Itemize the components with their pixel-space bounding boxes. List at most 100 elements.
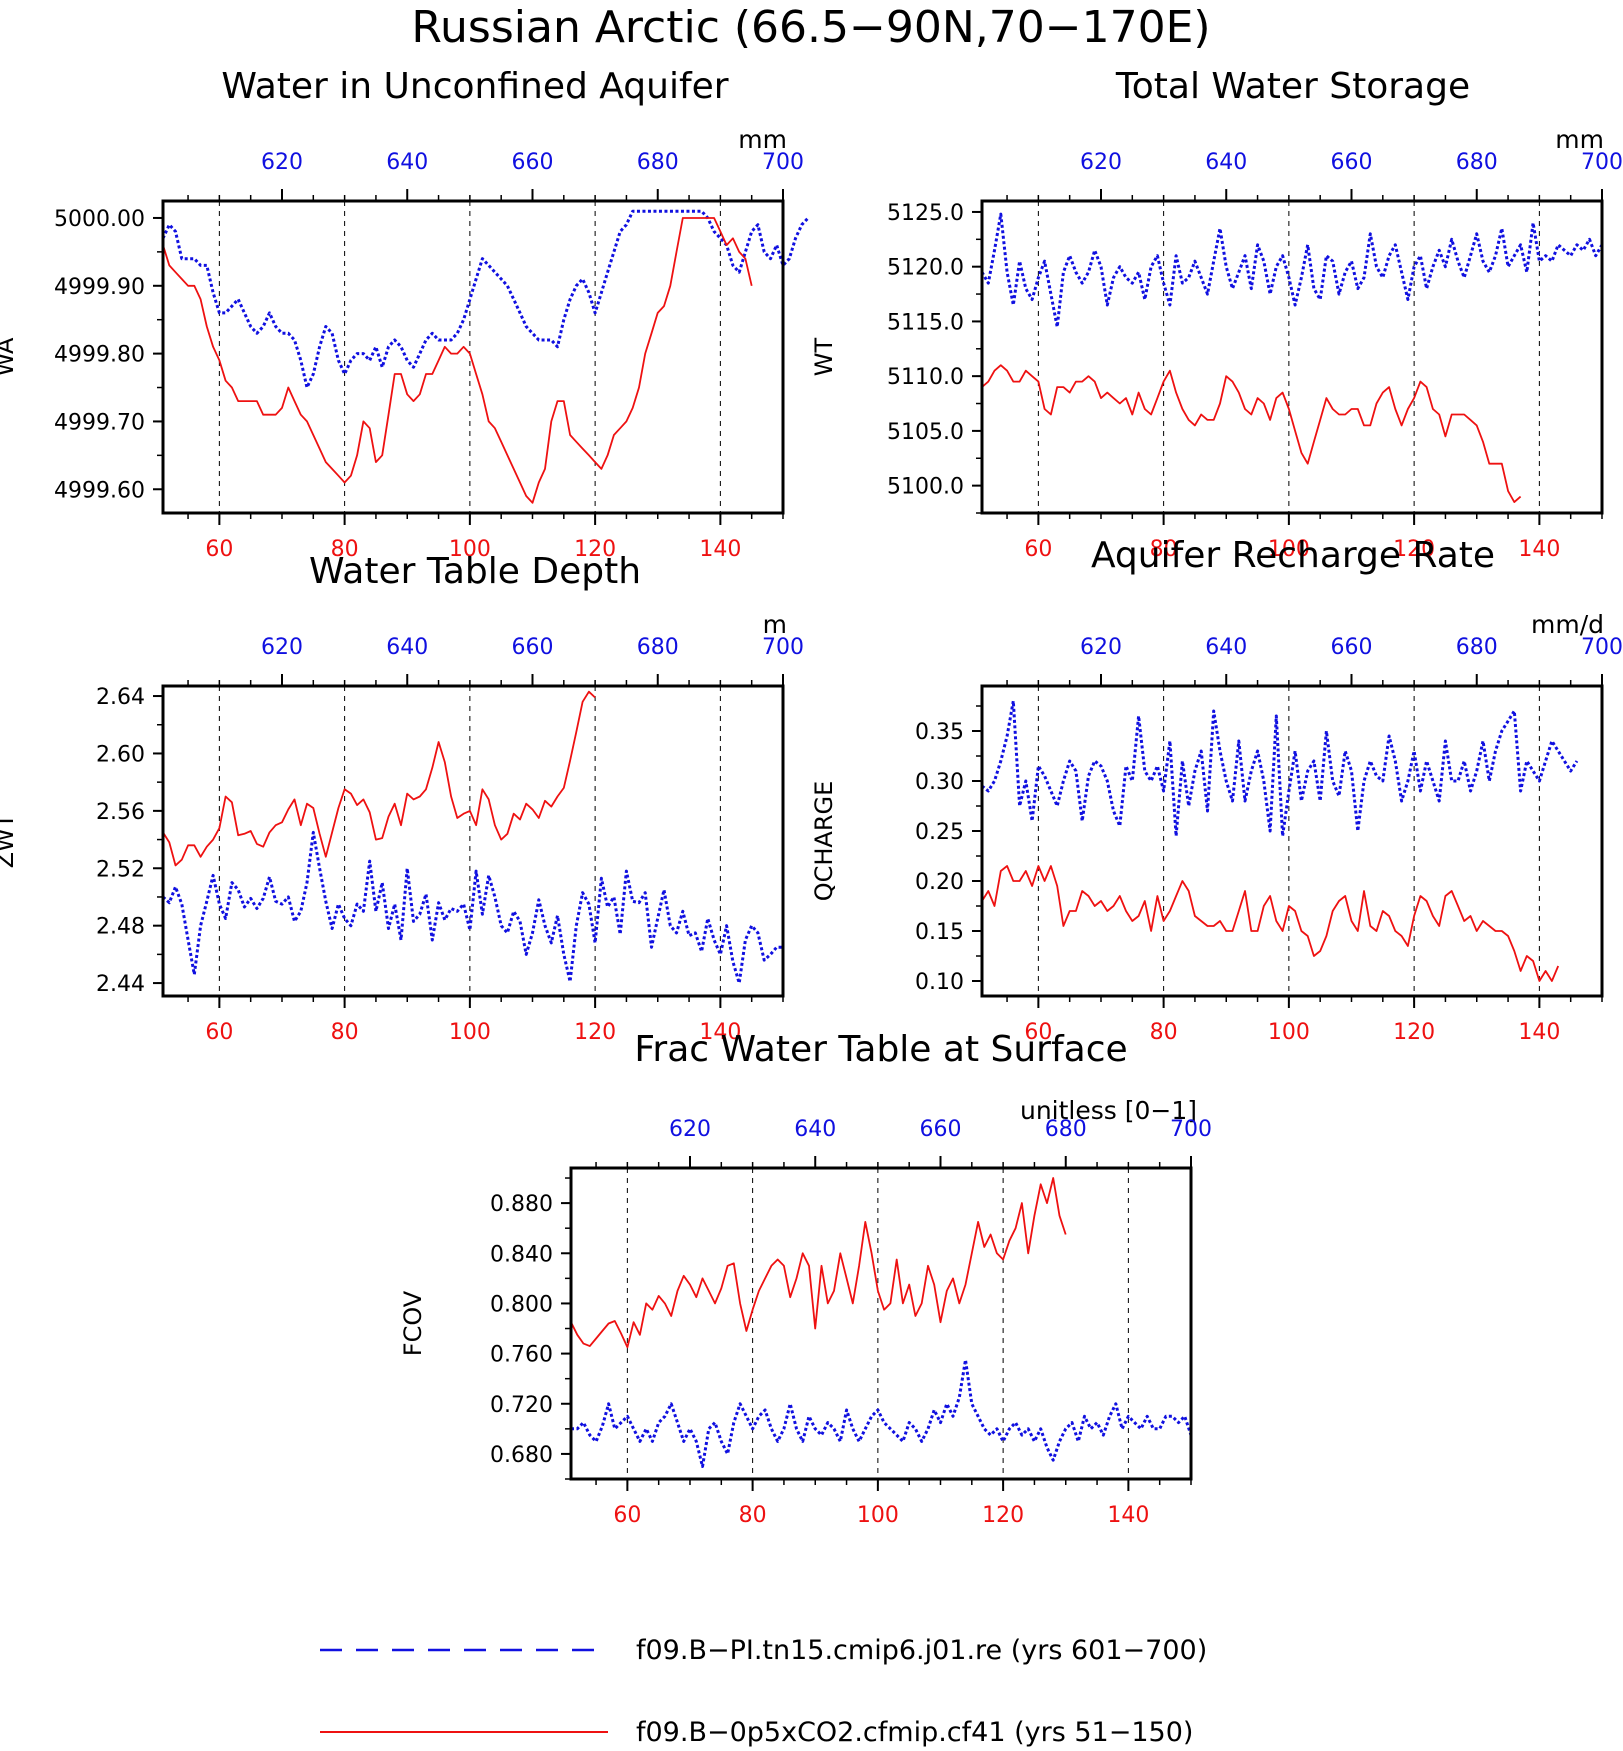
x-tick-label-top: 680 — [1045, 1117, 1087, 1142]
series-line-exp — [981, 364, 1522, 504]
x-tick-label-bottom: 140 — [699, 537, 741, 562]
panel-water-table-depth: Water Table Depth m ZWT 2.44 2.48 2.52 2.56 2.6… — [0, 551, 804, 1045]
y-tick-label: 0.25 — [915, 820, 964, 845]
y-tick-label: 2.64 — [96, 685, 145, 710]
x-tick-label-top: 660 — [1330, 635, 1372, 660]
x-tick-label-top: 660 — [511, 150, 553, 175]
units-label: unitless [0−1] — [1020, 1096, 1197, 1125]
plot-frame — [161, 684, 785, 998]
y-tick-label: 4999.90 — [54, 275, 145, 300]
units-label: mm — [738, 125, 787, 154]
x-tick-label-bottom: 140 — [1107, 1503, 1149, 1528]
x-tick-label-top: 640 — [1205, 150, 1247, 175]
x-tick-label-top: 700 — [1581, 150, 1623, 175]
y-tick-label: 2.44 — [96, 972, 145, 997]
panel-aquifer-recharge-rate: Aquifer Recharge Rate mm/d QCHARGE 0.10 0.15… — [810, 535, 1623, 1045]
y-tick-label: 0.20 — [915, 870, 964, 895]
y-tick-label: 5105.0 — [887, 420, 964, 445]
y-tick-label: 2.56 — [96, 800, 145, 825]
y-tick-label: 0.760 — [490, 1343, 553, 1368]
x-tick-label-bottom: 60 — [205, 1020, 233, 1045]
series-line-exp — [162, 690, 596, 867]
x-tick-label-top: 640 — [794, 1117, 836, 1142]
y-tick-label: 4999.70 — [54, 410, 145, 435]
series-line-ctrl — [161, 209, 810, 389]
panel-title: Frac Water Table at Surface — [634, 1029, 1127, 1070]
x-tick-label-bottom: 120 — [1393, 537, 1435, 562]
y-axis-label: ZWT — [0, 813, 19, 868]
legend: f09.B−PI.tn15.cmip6.j01.re (yrs 601−700)… — [320, 1635, 1207, 1748]
x-tick-label-bottom: 140 — [1518, 537, 1560, 562]
y-tick-label: 5125.0 — [887, 201, 964, 226]
x-tick-label-bottom: 120 — [574, 1020, 616, 1045]
y-tick-label: 4999.60 — [54, 478, 145, 503]
x-tick-label-top: 680 — [1456, 635, 1498, 660]
x-tick-label-top: 620 — [669, 1117, 711, 1142]
x-tick-label-top: 680 — [637, 150, 679, 175]
y-tick-label: 5100.0 — [887, 475, 964, 500]
units-label: mm/d — [1531, 610, 1604, 639]
x-tick-label-bottom: 60 — [205, 537, 233, 562]
series-line-ctrl — [980, 212, 1604, 329]
y-axis-label: WT — [810, 337, 838, 376]
panel-water-in-unconfined-aquifer: Water in Unconfined Aquifer mm WA 4999.60 49… — [0, 66, 810, 562]
plot-frame — [980, 684, 1604, 998]
x-tick-label-top: 700 — [762, 150, 804, 175]
panel-title: Water Table Depth — [309, 551, 641, 592]
x-tick-label-bottom: 60 — [613, 1503, 641, 1528]
x-tick-label-bottom: 100 — [1268, 1020, 1310, 1045]
x-tick-label-bottom: 80 — [739, 1503, 767, 1528]
y-axis-label: FCOV — [399, 1290, 427, 1356]
x-tick-label-top: 700 — [1581, 635, 1623, 660]
x-tick-label-bottom: 120 — [574, 537, 616, 562]
series-line-ctrl — [981, 699, 1579, 838]
x-tick-label-bottom: 100 — [449, 537, 491, 562]
y-tick-label: 0.880 — [490, 1192, 553, 1217]
units-label: m — [763, 610, 787, 639]
x-tick-label-top: 660 — [511, 635, 553, 660]
panel-total-water-storage: Total Water Storage mm WT 5100.0 5105.0 5110.… — [810, 66, 1623, 562]
plot-frame — [569, 1166, 1193, 1481]
y-tick-label: 2.52 — [96, 857, 145, 882]
x-tick-label-top: 640 — [386, 635, 428, 660]
panel-title: Water in Unconfined Aquifer — [221, 66, 728, 107]
x-tick-label-top: 680 — [1456, 150, 1498, 175]
page-title: Russian Arctic (66.5−90N,70−170E) — [411, 2, 1210, 53]
y-tick-label: 0.15 — [915, 920, 964, 945]
y-tick-label: 5110.0 — [887, 365, 964, 390]
y-tick-label: 0.840 — [490, 1242, 553, 1267]
x-tick-label-bottom: 60 — [1024, 537, 1052, 562]
legend-dash-label: f09.B−PI.tn15.cmip6.j01.re (yrs 601−700) — [636, 1635, 1207, 1666]
x-tick-label-top: 620 — [261, 635, 303, 660]
x-tick-label-top: 680 — [637, 635, 679, 660]
x-tick-label-bottom: 140 — [1518, 1020, 1560, 1045]
x-tick-label-bottom: 100 — [1268, 537, 1310, 562]
x-tick-label-bottom: 60 — [1024, 1020, 1052, 1045]
plot-frame — [161, 199, 785, 515]
y-tick-label: 2.60 — [96, 742, 145, 767]
y-tick-label: 0.720 — [490, 1393, 553, 1418]
x-tick-label-top: 660 — [1330, 150, 1372, 175]
y-tick-label: 4999.80 — [54, 343, 145, 368]
y-tick-label: 5000.00 — [54, 207, 145, 232]
x-tick-label-bottom: 100 — [449, 1020, 491, 1045]
y-tick-label: 0.35 — [915, 720, 964, 745]
plot-frame — [980, 199, 1604, 515]
panel-title: Aquifer Recharge Rate — [1091, 535, 1495, 576]
series-line-ctrl — [571, 1358, 1193, 1468]
x-tick-label-bottom: 140 — [699, 1020, 741, 1045]
series-line-ctrl — [161, 830, 783, 985]
x-tick-label-bottom: 80 — [331, 1020, 359, 1045]
series-line-exp — [570, 1177, 1067, 1349]
x-tick-label-bottom: 80 — [1150, 1020, 1178, 1045]
units-label: mm — [1555, 125, 1604, 154]
panel-title: Total Water Storage — [1115, 66, 1470, 107]
y-axis-label: QCHARGE — [810, 781, 838, 902]
y-axis-label: WA — [0, 337, 19, 376]
y-tick-label: 5115.0 — [887, 310, 964, 335]
y-tick-label: 0.680 — [490, 1443, 553, 1468]
series-line-exp — [162, 217, 753, 504]
x-tick-label-top: 700 — [762, 635, 804, 660]
legend-solid-label: f09.B−0p5xCO2.cfmip.cf41 (yrs 51−150) — [636, 1717, 1193, 1748]
